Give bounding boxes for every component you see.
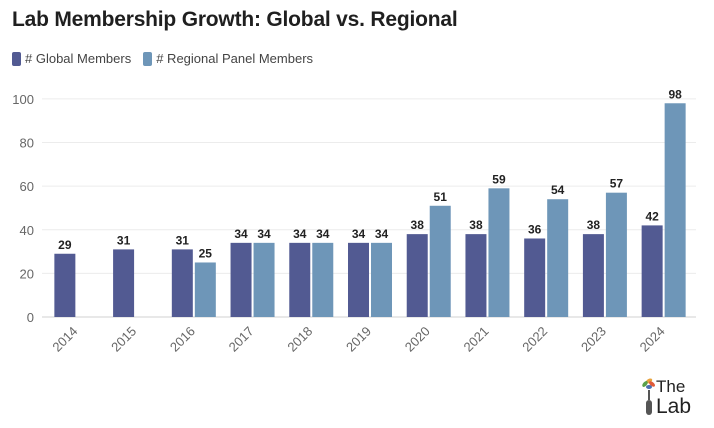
- legend-label-global: # Global Members: [25, 51, 132, 66]
- x-tick-label: 2015: [108, 324, 139, 355]
- x-tick-label: 2019: [343, 324, 374, 355]
- data-label: 57: [610, 177, 624, 191]
- data-label: 34: [257, 227, 271, 241]
- data-label: 38: [469, 218, 483, 232]
- logo-text-the: The: [656, 377, 686, 396]
- the-lab-logo: The Lab: [640, 376, 710, 420]
- legend-item-global: # Global Members: [12, 51, 131, 66]
- chart-title: Lab Membership Growth: Global vs. Region…: [12, 8, 458, 31]
- data-label: 31: [176, 233, 190, 247]
- data-label: 38: [411, 218, 425, 232]
- bar: [289, 242, 311, 317]
- data-label: 34: [316, 227, 330, 241]
- data-label: 36: [528, 222, 542, 236]
- bar: [54, 253, 76, 317]
- data-label: 34: [352, 227, 366, 241]
- data-label: 38: [587, 218, 601, 232]
- data-label: 54: [551, 183, 565, 197]
- y-tick-label: 80: [20, 136, 34, 151]
- bar: [230, 242, 252, 317]
- y-tick-label: 0: [27, 310, 34, 325]
- x-tick-label: 2022: [519, 324, 550, 355]
- bar: [641, 225, 663, 317]
- y-tick-label: 40: [20, 223, 34, 238]
- bar: [582, 234, 604, 317]
- bar: [312, 242, 334, 317]
- x-tick-label: 2023: [578, 324, 609, 355]
- bar: [605, 192, 627, 317]
- bar: [253, 242, 275, 317]
- data-label: 59: [492, 172, 506, 186]
- bar: [194, 262, 216, 317]
- data-label: 34: [375, 227, 389, 241]
- data-label: 34: [234, 227, 248, 241]
- data-label: 29: [58, 238, 72, 252]
- bar: [524, 238, 546, 317]
- bar: [406, 234, 428, 317]
- bar: [171, 249, 193, 317]
- data-label: 31: [117, 233, 131, 247]
- legend-swatch-global: [12, 51, 21, 66]
- y-tick-label: 60: [20, 179, 34, 194]
- x-tick-label: 2016: [167, 324, 198, 355]
- y-tick-label: 20: [20, 266, 34, 281]
- x-tick-label: 2024: [637, 324, 668, 355]
- bar: [488, 188, 510, 317]
- x-tick-label: 2014: [49, 324, 80, 355]
- data-label: 25: [199, 246, 213, 260]
- x-tick-label: 2018: [284, 324, 315, 355]
- legend-item-regional: # Regional Panel Members: [143, 51, 313, 66]
- bar: [465, 234, 487, 317]
- bar: [664, 103, 686, 318]
- flower-icon: [642, 378, 655, 415]
- data-label: 34: [293, 227, 307, 241]
- bar: [113, 249, 135, 317]
- legend-label-regional: # Regional Panel Members: [156, 51, 314, 66]
- bar: [547, 199, 569, 317]
- x-tick-label: 2017: [226, 324, 257, 355]
- legend-swatch-regional: [143, 51, 153, 66]
- x-tick-label: 2020: [402, 324, 433, 355]
- bar: [429, 205, 451, 317]
- bar: [348, 242, 369, 317]
- data-label: 42: [645, 209, 659, 223]
- y-tick-label: 100: [12, 92, 34, 107]
- x-tick-label: 2021: [461, 324, 492, 355]
- data-label: 51: [434, 190, 448, 204]
- bar: [371, 242, 392, 317]
- legend: # Global Members # Regional Panel Member…: [12, 51, 325, 66]
- logo-text-lab: Lab: [656, 395, 692, 418]
- data-label: 98: [668, 87, 682, 101]
